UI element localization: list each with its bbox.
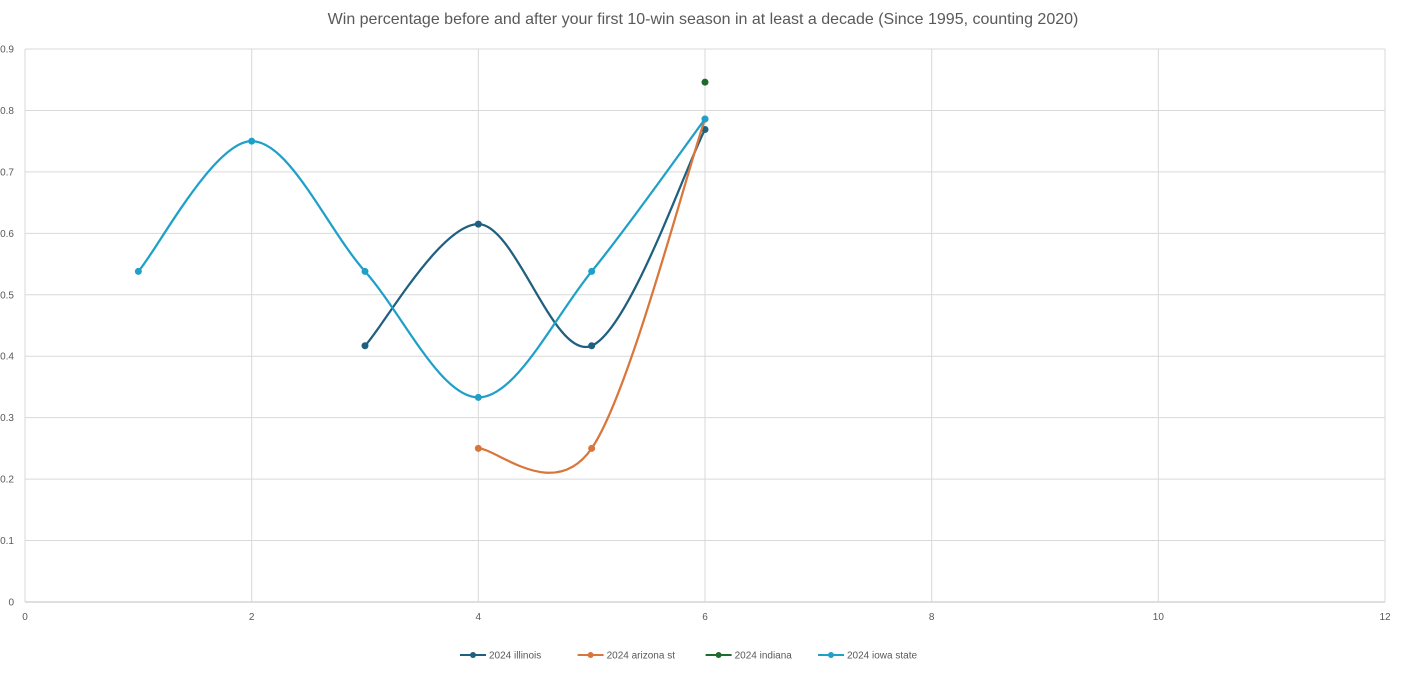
x-tick-label: 8 [929,612,935,623]
data-point [474,220,482,228]
data-point [701,115,709,123]
legend-entry: 2024 arizona st [577,651,676,662]
tick-labels: 0 0.1 0.2 0.3 0.4 0.5 0.6 0.7 0.8 0.9 0 2 4 6 8 10 12 [0,45,1391,624]
data-point [474,393,482,401]
x-tick-label: 0 [22,612,28,623]
legend-label: 2024 illinois [489,651,541,662]
chart-title: Win percentage before and after your fir… [328,11,1079,28]
legend-entry: 2024 illinois [460,651,541,662]
data-point [588,267,596,275]
x-tick-label: 4 [476,612,482,623]
y-tick-label: 0.3 [0,413,14,424]
series-2024-indiana [701,78,709,86]
series-2024-illinois [361,125,709,350]
legend-entry: 2024 indiana [705,651,793,662]
series-line [477,117,707,474]
data-point [248,137,256,145]
x-tick-label: 6 [702,612,708,623]
y-tick-label: 0 [8,598,14,609]
legend-label: 2024 iowa state [847,651,917,662]
legend-label: 2024 indiana [735,651,793,662]
legend-marker [828,652,834,658]
data-point [588,342,596,350]
y-tick-label: 0.7 [0,167,14,178]
data-point [701,78,709,86]
data-point [361,267,369,275]
series-line [137,117,707,399]
legend: 2024 illinois 2024 arizona st 2024 indiana… [460,651,917,662]
data-point [588,444,596,452]
y-tick-label: 0.8 [0,106,14,117]
x-tick-label: 12 [1379,612,1391,623]
data-point [134,267,142,275]
series-line [363,128,707,349]
legend-entry: 2024 iowa state [818,651,917,662]
x-tick-label: 2 [249,612,255,623]
data-point [361,342,369,350]
y-tick-label: 0.1 [0,536,14,547]
y-tick-label: 0.6 [0,229,14,240]
legend-label: 2024 arizona st [607,651,676,662]
series-2024-iowa-state [134,115,709,401]
data-point [474,444,482,452]
legend-marker [470,652,476,658]
y-tick-label: 0.5 [0,290,14,301]
legend-marker [715,652,722,658]
legend-marker [587,652,594,658]
y-tick-label: 0.4 [0,352,14,363]
y-tick-label: 0.2 [0,475,14,486]
x-tick-label: 10 [1153,612,1165,623]
series-layer [134,78,709,474]
y-tick-label: 0.9 [0,45,14,56]
